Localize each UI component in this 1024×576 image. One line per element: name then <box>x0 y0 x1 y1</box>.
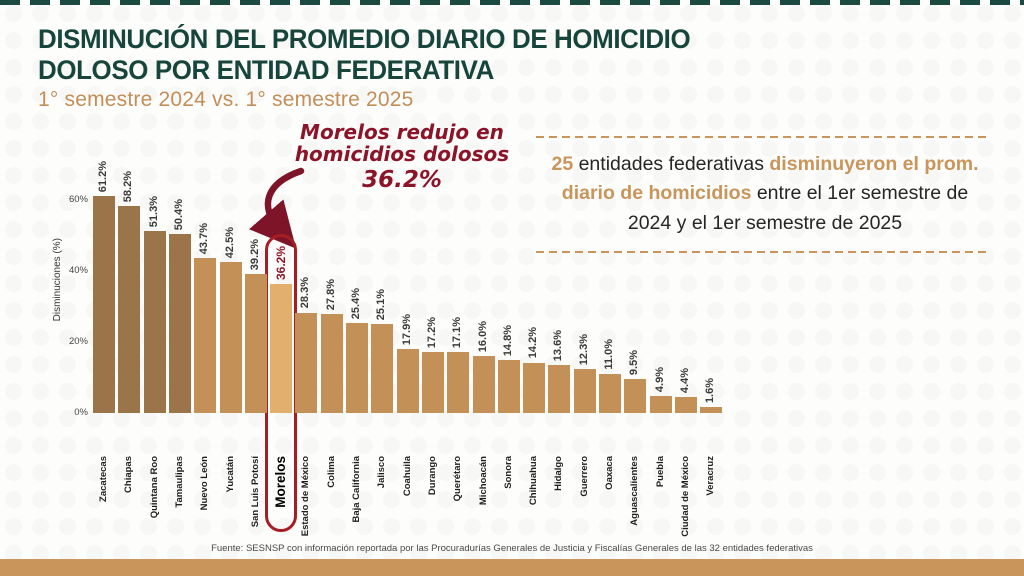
bar-category-label: Chihuahua <box>528 456 540 506</box>
bar <box>93 195 115 413</box>
page-title: DISMINUCIÓN DEL PROMEDIO DIARIO DE HOMIC… <box>38 24 768 87</box>
bar <box>624 379 647 413</box>
bar <box>649 395 672 413</box>
bar-value-label: 25.1% <box>375 288 388 320</box>
summary-text: 25 entidades federativas disminuyeron el… <box>540 150 990 238</box>
bar <box>599 373 621 413</box>
bar-value-label: 9.5% <box>628 350 641 376</box>
bar-category-label: San Luis Potosí <box>249 456 261 528</box>
bar-value-label: 25.4% <box>350 287 362 319</box>
bar-category-label: Tamaulipas <box>173 456 185 508</box>
bar-category-label: Oaxaca <box>604 456 615 490</box>
bar <box>219 262 242 413</box>
bar <box>548 364 571 413</box>
bar-category-label: Quintana Roo <box>148 456 160 519</box>
bar-category-label: Aguascalientes <box>629 456 641 526</box>
bar-category-label: Durango <box>426 456 438 496</box>
bar <box>472 356 495 413</box>
bar <box>674 397 697 413</box>
bar-category-label: Guerrero <box>578 456 590 497</box>
bar-value-label: 39.2% <box>248 238 261 270</box>
bar-value-label: 27.8% <box>324 279 337 311</box>
bar <box>396 349 419 413</box>
annotation-line-2: homicidios dolosos <box>294 142 510 167</box>
bar-value-label: 43.7% <box>198 222 211 254</box>
summary-count: 25 <box>551 153 574 175</box>
bar-value-label: 1.6% <box>704 378 717 404</box>
page-title-line-1: DISMINUCIÓN DEL PROMEDIO DIARIO DE HOMIC… <box>38 24 691 54</box>
bar <box>143 230 166 413</box>
y-axis-tick: 40% <box>68 265 88 276</box>
bar <box>573 369 596 413</box>
bar <box>194 257 217 413</box>
annotation-value: 36.2% <box>362 166 442 193</box>
bar <box>421 351 444 413</box>
bar-value-label: 4.4% <box>678 368 691 394</box>
bar <box>371 323 394 413</box>
bar-value-label: 17.9% <box>400 314 413 346</box>
source-note: Fuente: SESNSP con información reportada… <box>211 543 813 554</box>
bar-category-label: Coahuila <box>401 456 413 497</box>
bar-value-label: 13.6% <box>552 329 565 361</box>
bar <box>497 360 520 413</box>
bar-value-label: 14.2% <box>527 327 540 359</box>
summary-seg2: entidades federativas <box>573 153 770 175</box>
bar-value-label: 36.2% <box>273 246 288 281</box>
bar-value-label: 61.2% <box>97 160 109 192</box>
bottom-accent-bar <box>0 559 1024 576</box>
morelos-annotation: Morelos redujo en homicidios dolosos 36.… <box>252 121 552 194</box>
y-axis-tick: 0% <box>74 407 88 418</box>
bar-category-label: Michoacán <box>477 456 489 506</box>
bar-value-label: 12.3% <box>577 334 590 366</box>
y-axis-label: Disminuciones (%) <box>52 238 63 322</box>
bar-category-label: Querétaro <box>452 456 464 502</box>
y-axis-tick: 20% <box>68 336 88 347</box>
bar-value-label: 58.2% <box>122 171 135 203</box>
summary-seg4: entre el 1er semestre de 2024 y el 1er s… <box>627 182 969 234</box>
y-axis-tick: 60% <box>68 194 88 205</box>
bar-value-label: 17.1% <box>451 317 464 349</box>
bar <box>295 312 318 413</box>
page-subtitle: 1° semestre 2024 vs. 1° semestre 2025 <box>38 88 414 111</box>
bar-category-label: Zacatecas <box>98 456 109 502</box>
bar <box>523 362 546 413</box>
bar <box>168 234 191 413</box>
top-dashed-border <box>0 0 1024 5</box>
bar <box>118 206 141 413</box>
bar-value-label: 50.4% <box>172 198 185 231</box>
bar-category-label: Puebla <box>654 456 666 488</box>
bar-category-label: Sonora <box>502 456 514 489</box>
bar-category-label: Morelos <box>272 456 288 508</box>
annotation-line-1: Morelos redujo en <box>300 120 504 144</box>
summary-box-bottom-dash <box>536 251 990 253</box>
bar-value-label: 14.8% <box>501 325 514 357</box>
bar-value-label: 28.3% <box>299 277 312 309</box>
bar <box>270 284 293 413</box>
summary-seg3: disminuyeron el prom. diario de homicidi… <box>561 153 979 205</box>
bar-category-label: Nuevo León <box>199 456 211 511</box>
summary-box-top-dash <box>536 136 990 138</box>
bar-value-label: 16.0% <box>476 321 489 353</box>
bar <box>700 407 723 413</box>
bar <box>447 352 470 413</box>
bar-category-label: Colima <box>325 456 337 488</box>
bar-value-label: 4.9% <box>653 366 666 392</box>
bar-category-label: Ciudad de México <box>679 456 691 537</box>
page-title-line-2: DOLOSO POR ENTIDAD FEDERATIVA <box>38 55 494 86</box>
bar-category-label: Yucatán <box>224 456 236 493</box>
bar-category-label: Jalisco <box>376 456 388 489</box>
bar-category-label: Veracruz <box>705 456 717 496</box>
bar-value-label: 17.2% <box>425 316 438 348</box>
bar-category-label: Hidalgo <box>553 456 565 491</box>
bar <box>320 314 343 413</box>
bar <box>346 322 368 413</box>
bar-category-label: Baja California <box>351 456 362 523</box>
bar-category-label: Estado de México <box>300 456 312 537</box>
bar-value-label: 11.0% <box>603 339 615 370</box>
bar-category-label: Chiapas <box>123 456 135 493</box>
bar-value-label: 51.3% <box>147 195 160 227</box>
bar <box>244 273 267 413</box>
bar-value-label: 42.5% <box>223 226 236 259</box>
